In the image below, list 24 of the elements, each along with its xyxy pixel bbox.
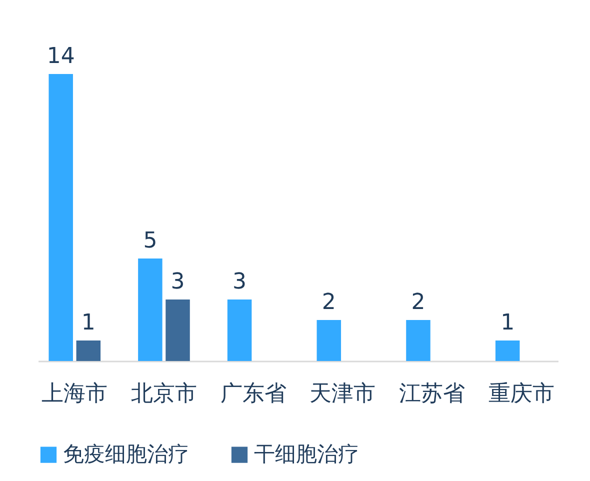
bar xyxy=(166,300,190,361)
x-tick-label: 江苏省 xyxy=(399,382,466,406)
data-label: 1 xyxy=(81,310,96,336)
bar xyxy=(48,74,73,361)
bar xyxy=(227,300,252,361)
x-tick-label: 天津市 xyxy=(310,382,376,406)
data-label: 2 xyxy=(322,290,336,315)
data-label: 14 xyxy=(46,44,75,69)
x-tick-label: 北京市 xyxy=(130,382,197,406)
x-tick-label: 广东省 xyxy=(220,382,286,406)
data-label: 1 xyxy=(500,310,515,336)
bar xyxy=(138,258,162,361)
bar xyxy=(406,320,430,361)
data-label: 5 xyxy=(143,228,158,254)
x-tick-label: 上海市 xyxy=(42,382,108,406)
data-label: 3 xyxy=(170,270,185,294)
bar xyxy=(76,340,101,361)
data-label: 3 xyxy=(232,270,247,294)
legend-label: 免疫细胞治疗 xyxy=(63,442,189,466)
x-tick-label: 重庆市 xyxy=(488,382,554,406)
data-label: 2 xyxy=(411,290,426,315)
bar xyxy=(316,320,342,361)
legend-label: 干细胞治疗 xyxy=(254,442,359,466)
bar xyxy=(495,340,520,361)
